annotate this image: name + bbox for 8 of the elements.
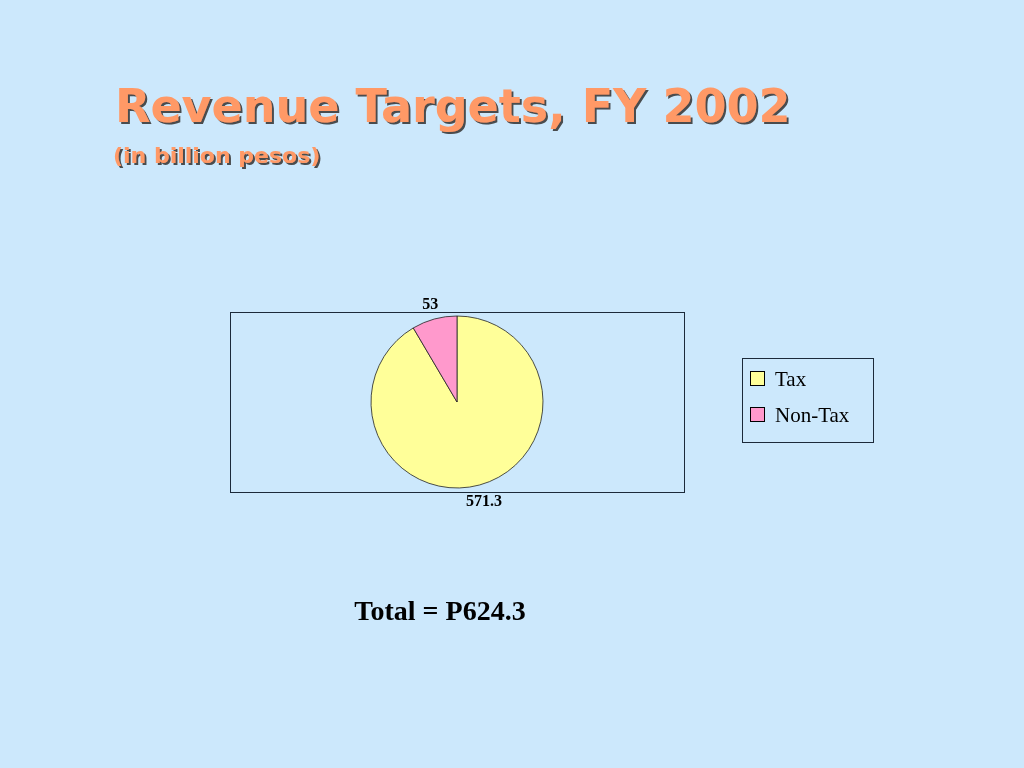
data-label: 571.3	[465, 491, 502, 509]
legend-label: Tax	[775, 367, 807, 391]
chart-title: Revenue Targets, FY 2002	[115, 79, 791, 133]
pie-slice	[370, 315, 544, 489]
data-label: 53	[422, 295, 439, 313]
chart-subtitle: (in billion pesos)	[113, 143, 321, 168]
legend-label: Non-Tax	[775, 403, 850, 427]
text: Total = P624.3	[354, 595, 526, 626]
